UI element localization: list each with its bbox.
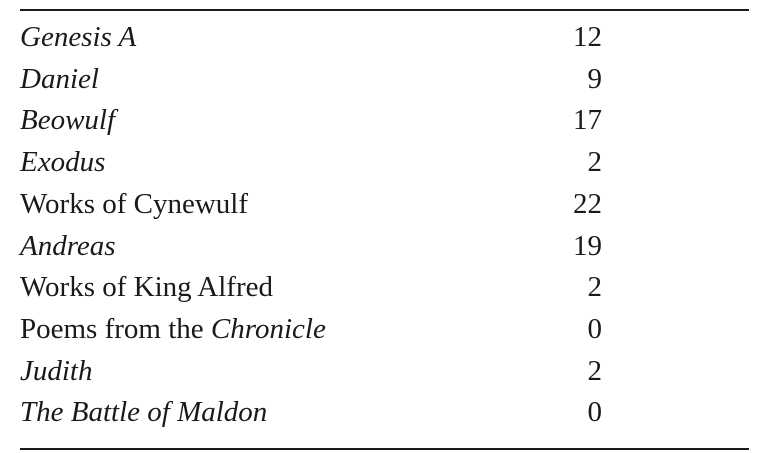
title-segment: Andreas [20, 229, 116, 262]
data-table: Genesis A 12 Daniel 9 Beowulf 17 Exodus 2 Works … [20, 17, 602, 434]
work-title: Poems from the Chronicle [20, 309, 540, 351]
count-value: 9 [587, 62, 603, 95]
work-title: Andreas [20, 226, 540, 268]
work-title: Genesis A [20, 17, 540, 59]
work-title: Works of Cynewulf [20, 184, 540, 226]
title-segment: Works of King Alfred [20, 271, 273, 304]
count-value: 17 [573, 104, 602, 137]
count-value: 2 [587, 146, 603, 179]
table-row: Beowulf 17 [20, 100, 602, 142]
count-value: 22 [573, 187, 602, 220]
table-row: Works of King Alfred 2 [20, 267, 602, 309]
work-title: Works of King Alfred [20, 267, 540, 309]
title-segment: Beowulf [20, 104, 116, 137]
table-row: Genesis A 12 [20, 17, 602, 59]
title-segment: Judith [20, 354, 93, 387]
count-value: 2 [587, 271, 603, 304]
bottom-rule [20, 448, 749, 450]
count-value: 0 [587, 312, 603, 345]
title-segment: Daniel [20, 62, 99, 95]
table-row: Andreas 19 [20, 226, 602, 268]
count-value: 2 [587, 354, 603, 387]
count-value: 0 [587, 396, 603, 429]
title-segment: Poems from the [20, 312, 211, 345]
work-title: Exodus [20, 142, 540, 184]
table-row: The Battle of Maldon 0 [20, 392, 602, 434]
work-title: Beowulf [20, 100, 540, 142]
table-row: Judith 2 [20, 351, 602, 393]
title-segment: Chronicle [210, 312, 326, 345]
title-segment: Exodus [20, 146, 106, 179]
count-value: 12 [573, 21, 602, 53]
work-title: Daniel [20, 59, 540, 101]
title-segment: The Battle of Maldon [20, 396, 268, 429]
table-row: Works of Cynewulf 22 [20, 184, 602, 226]
top-rule [20, 9, 749, 11]
work-title: Judith [20, 351, 540, 393]
table-row: Poems from the Chronicle 0 [20, 309, 602, 351]
work-title: The Battle of Maldon [20, 392, 540, 434]
table-row: Daniel 9 [20, 59, 602, 101]
table-row: Exodus 2 [20, 142, 602, 184]
count-value: 19 [573, 229, 602, 262]
title-segment: Genesis A [20, 21, 137, 53]
title-segment: Works of Cynewulf [20, 187, 249, 220]
